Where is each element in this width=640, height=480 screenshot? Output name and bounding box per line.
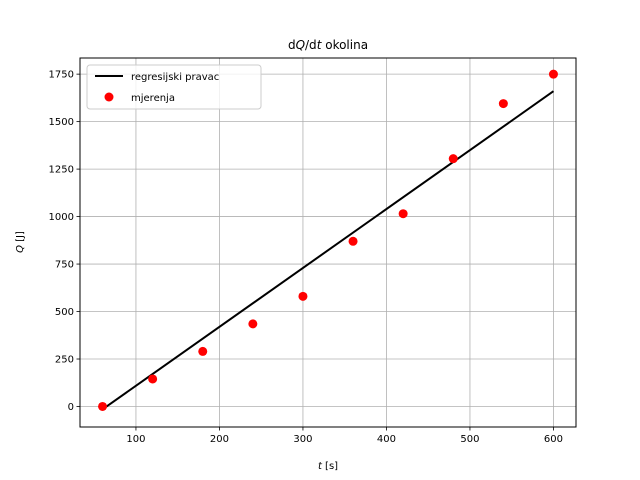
x-axis-label: t [s] [318,461,338,472]
legend-marker-swatch [104,92,114,102]
measurement-point [448,154,458,164]
y-tick-label: 0 [68,402,74,413]
series-layer [98,69,558,411]
regression-line [101,90,555,411]
legend: regresijski pravac mjerenja [86,64,262,110]
measurement-point [198,346,208,356]
measurement-point [148,374,158,384]
measurement-point [298,291,308,301]
y-tick-label: 1000 [49,212,74,223]
grid [80,58,576,427]
y-axis-label: Q [J] [15,231,26,253]
plot-frame [79,57,577,428]
measurement-point [548,69,558,79]
measurement-point [498,99,508,109]
legend-label-measurements: mjerenja [131,93,175,104]
x-tick-label: 500 [460,434,479,445]
x-tick-label: 600 [544,434,563,445]
measurement-point [98,401,108,411]
x-tick-label: 400 [377,434,396,445]
y-tick-label: 1500 [49,117,74,128]
x-tick-label: 100 [126,434,145,445]
y-tick-label: 1250 [49,165,74,176]
measurement-point [348,236,358,246]
y-tick-label: 500 [55,307,74,318]
chart-title: dQ/dt okolina [288,38,368,52]
legend-box [86,64,262,110]
measurement-point [248,319,258,329]
ticks: 100 200 300 400 500 600 0 250 500 750 1000 1250 1500… [49,70,563,445]
y-tick-label: 750 [55,260,74,271]
y-tick-label: 1750 [49,70,74,81]
legend-label-regression: regresijski pravac [131,72,219,83]
y-tick-label: 250 [55,355,74,366]
x-tick-label: 300 [293,434,312,445]
x-tick-label: 200 [210,434,229,445]
measurement-point [398,209,408,219]
